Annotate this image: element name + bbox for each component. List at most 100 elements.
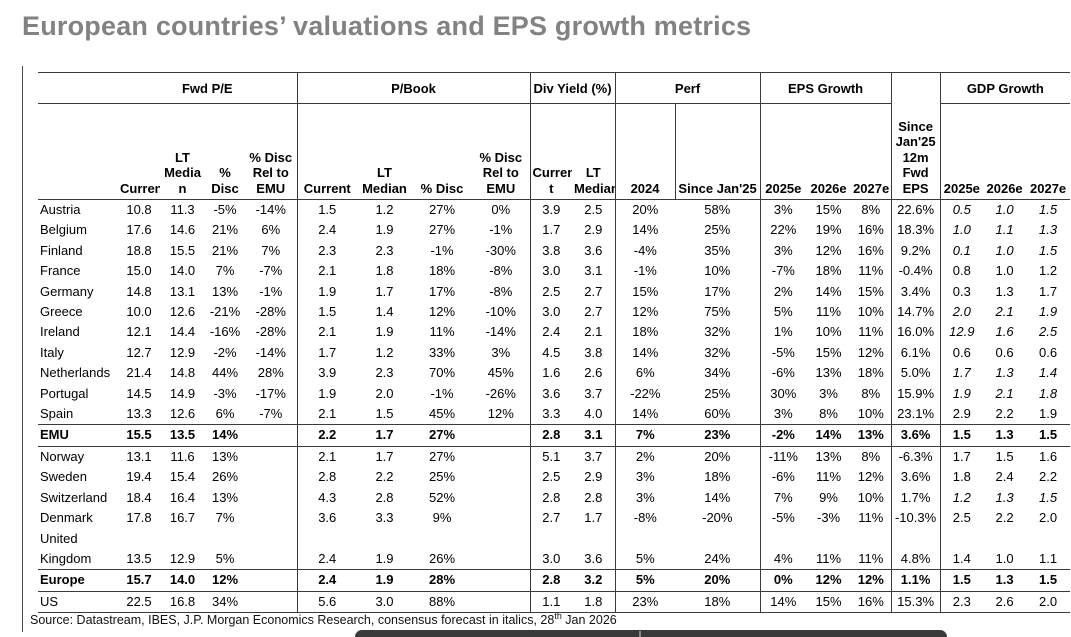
table-cell: 3.6% xyxy=(891,424,941,447)
table-cell: 15.7 xyxy=(118,569,160,592)
table-cell: 18% xyxy=(632,324,659,340)
table-cell: 16.8 xyxy=(160,591,205,614)
table-cell: 14% xyxy=(815,283,842,299)
table-cell: 0% xyxy=(472,199,531,221)
table-cell: 34% xyxy=(675,363,761,384)
table-cell: 1.8 xyxy=(375,263,394,279)
table-cell: 0.6 xyxy=(995,344,1014,360)
table-cell: 2.5 xyxy=(1039,324,1058,340)
table-cell: 1.9 xyxy=(1039,304,1058,320)
ordinal-superscript: th xyxy=(554,611,562,621)
table-cell: 10.0 xyxy=(126,304,152,320)
table-cell: 8% xyxy=(851,446,892,468)
table-cell: 13% xyxy=(815,365,842,381)
table-cell: 14% xyxy=(760,591,807,614)
table-cell: 1.9 xyxy=(1039,406,1058,422)
table-cell: -6% xyxy=(771,469,795,485)
column-group-spacer xyxy=(38,72,118,104)
table-cell: 1.1 xyxy=(530,591,573,614)
table-cell: 8% xyxy=(851,199,892,221)
table-cell: -1% xyxy=(633,263,657,279)
table-cell: 2.3 xyxy=(375,242,394,258)
table-cell: 22.6% xyxy=(891,199,941,221)
table-cell: 1.6 xyxy=(995,324,1014,340)
column-header: LT Median xyxy=(572,103,616,200)
column-header: Current xyxy=(297,103,357,200)
table-cell: 1.7% xyxy=(891,487,941,509)
table-cell: 3.6 xyxy=(542,385,561,401)
row-label: United Kingdom xyxy=(40,530,92,566)
table-cell: 3.6 xyxy=(318,510,337,526)
column-group-header: GDP Growth xyxy=(940,72,1071,104)
left-edge-rule xyxy=(22,66,23,632)
table-cell: 9% xyxy=(432,510,452,526)
table-cell: -30% xyxy=(472,240,531,262)
table-cell: 21.4 xyxy=(126,365,152,381)
table-cell: 70% xyxy=(428,365,456,381)
table-body: Austria 10.8 11.3 -5% -14% 1.5 1.2 27% 0% 3.9 2.5 2… xyxy=(38,199,1071,614)
table-cell: 1.2 xyxy=(375,202,394,217)
table-cell: 0.5 xyxy=(952,202,971,217)
table-cell: 2.1 xyxy=(318,324,337,340)
table-cell: 12% xyxy=(472,404,531,425)
table-cell: 3.9 xyxy=(318,365,337,381)
table-cell: 10% xyxy=(851,487,892,509)
table-cell: 8% xyxy=(851,383,892,405)
table-cell: 75% xyxy=(675,302,761,323)
table-cell: -2% xyxy=(760,424,807,447)
table-cell: 13% xyxy=(211,283,239,299)
table-cell: 22% xyxy=(770,222,797,238)
table-cell: 1.7 xyxy=(1039,283,1058,299)
table-cell: 18.4 xyxy=(126,489,152,505)
table-cell: 7% xyxy=(245,240,298,262)
table-cell: 19.4 xyxy=(126,469,152,485)
table-cell: 25% xyxy=(675,383,761,405)
table-cell: -28% xyxy=(245,302,298,323)
column-header: 2026e xyxy=(806,103,852,200)
table-cell: 1.3 xyxy=(983,424,1027,447)
row-label: Belgium xyxy=(40,222,87,238)
table-cell: -1% xyxy=(430,242,454,258)
table-cell: 2.5 xyxy=(542,283,561,299)
table-cell: 26% xyxy=(428,550,456,566)
table-cell: -0.4% xyxy=(891,261,941,282)
table-cell: 15% xyxy=(815,344,842,360)
bottom-overlay-divider xyxy=(639,631,641,637)
table-cell: 2.7 xyxy=(572,281,616,303)
table-cell: 14.6 xyxy=(169,222,196,238)
table-cell: 2.0 xyxy=(1026,591,1071,614)
table-cell: 3% xyxy=(635,469,655,485)
table-cell: 14.0 xyxy=(169,263,196,279)
table-cell: 2.0 xyxy=(952,304,971,320)
table-cell: 20% xyxy=(675,446,761,468)
table-cell: 2.8 xyxy=(542,489,561,505)
table-cell: 1.9 xyxy=(318,283,337,299)
table-cell: 14.8 xyxy=(126,283,152,299)
table-cell: 2.4 xyxy=(318,550,337,566)
table-cell: -7% xyxy=(771,263,795,279)
table-cell: 3% xyxy=(819,385,838,401)
source-note: Source: Datastream, IBES, J.P. Morgan Ec… xyxy=(30,611,617,627)
table-cell: 14% xyxy=(632,344,659,360)
table-cell: 5% xyxy=(773,304,793,320)
valuations-table-container: Fwd P/E P/Book Div Yield (%) Perf EPS Growth… xyxy=(38,72,1071,614)
table-cell: 18% xyxy=(851,363,892,384)
table-cell: 18% xyxy=(815,263,842,279)
table-cell: 34% xyxy=(205,591,245,614)
table-row: Sweden 19.4 15.4 26% 2.8 2.2 25% 2.5 2.9 3% 18% -6%… xyxy=(38,467,1070,488)
table-cell: 3% xyxy=(635,489,655,505)
table-cell: 2.9 xyxy=(572,467,616,488)
table-cell: 15.9% xyxy=(891,383,941,405)
table-cell: 3.2 xyxy=(572,569,616,592)
table-cell: -5% xyxy=(771,344,795,360)
table-cell: 2.1 xyxy=(318,448,337,464)
table-cell: 14.4 xyxy=(169,324,196,340)
table-cell: 12.6 xyxy=(169,304,196,320)
table-cell: 11% xyxy=(429,324,455,340)
table-cell: 16% xyxy=(851,240,892,262)
table-cell: 15% xyxy=(806,591,852,614)
bottom-overlay-bar[interactable] xyxy=(355,630,947,637)
table-cell: 15.3% xyxy=(891,591,941,614)
row-label: Denmark xyxy=(40,510,93,526)
table-cell xyxy=(472,424,531,447)
